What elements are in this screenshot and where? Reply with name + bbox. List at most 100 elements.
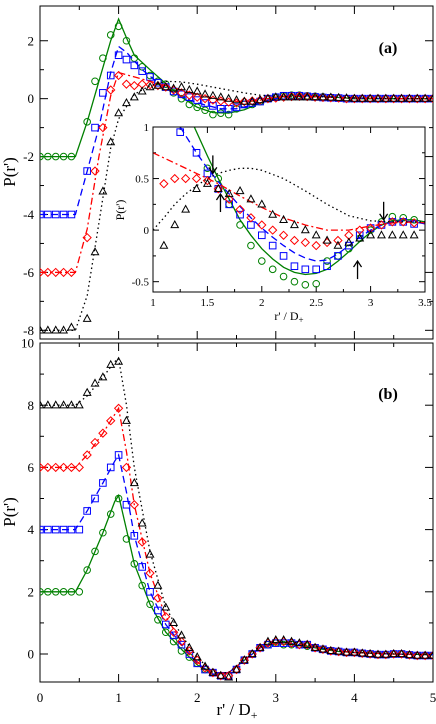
panel-a-series-1-marker <box>193 96 201 104</box>
panel-a-series-1-marker <box>99 89 107 97</box>
inset-series-2-marker <box>268 225 278 235</box>
panel-a-series-0-marker <box>44 152 52 161</box>
inset-series-3-marker <box>159 240 169 249</box>
panel-a-series-2-marker <box>396 93 407 104</box>
panel-a-series-2-marker <box>428 93 433 104</box>
panel-b-series-2-marker <box>389 649 399 659</box>
inset-series-2-marker <box>289 235 300 246</box>
inset-series-2-marker <box>376 220 387 230</box>
panel-a-series-3-marker <box>98 186 108 195</box>
panel-a-series-1-marker <box>91 123 99 132</box>
panel-b-series-2-marker <box>420 650 430 661</box>
panel-a-series-3-marker <box>412 93 422 102</box>
inset-series-0-marker <box>301 280 310 289</box>
panel-a-series-2-marker <box>106 85 116 95</box>
panel-b-series-3-marker <box>373 649 383 658</box>
panel-a-series-3-marker <box>255 95 265 104</box>
panel-a-series-1-marker <box>177 90 186 99</box>
panel-b-series-1-marker <box>40 525 44 534</box>
panel-a-series-3-marker <box>232 95 241 104</box>
panel-b-series-3-marker <box>247 649 257 658</box>
panel-a-series-3-marker <box>334 92 344 101</box>
panel-a-series-2-marker <box>255 95 265 105</box>
inset-series-1-marker <box>290 262 299 271</box>
panel-b-series-3-marker <box>389 649 399 658</box>
inset-series-1-marker <box>301 265 310 274</box>
panel-a-ytick-label: -4 <box>23 207 34 222</box>
panel-b-series-2-marker <box>326 646 336 656</box>
panel-b-series-0-marker <box>114 494 123 503</box>
panel-b-series-3-marker <box>279 635 289 644</box>
panel-b-series-3-marker <box>271 635 281 644</box>
panel-a-series-1-marker <box>122 55 131 64</box>
panel-b-series-2-marker <box>90 437 100 448</box>
panel-b-series-3-marker <box>90 378 100 387</box>
panel-b-series-2-marker <box>349 647 360 658</box>
panel-b-ytick-label: 0 <box>28 647 35 662</box>
panel-b-series-3-marker <box>177 630 186 639</box>
panel-b-series-3-marker <box>224 672 234 681</box>
panel-b-series-3-marker <box>302 639 312 648</box>
panel-a-label: (a) <box>379 40 398 57</box>
inset-series-2-marker <box>213 184 223 194</box>
panel-b-series-3-marker <box>114 356 124 365</box>
inset-xlabel: r' / D+ <box>274 309 303 325</box>
inset-ytick-label: 0 <box>144 225 150 237</box>
panel-b-series-3-marker <box>404 649 414 659</box>
panel-b-series-3-marker <box>208 667 218 676</box>
panel-b-series-3-marker <box>357 648 367 657</box>
inset-frame <box>152 126 426 293</box>
panel-b-series-3-line <box>40 357 433 674</box>
panel-a-series-3-marker <box>389 93 399 102</box>
panel-b-series-1-line <box>40 453 433 675</box>
inset-arrow-head <box>208 167 218 175</box>
panel-a-series-2-marker <box>51 267 61 278</box>
panel-a-series-3-marker <box>397 93 407 102</box>
panel-b-series-1-marker <box>51 525 60 534</box>
panel-b-series-2-marker <box>40 462 45 473</box>
panel-a-series-2-marker <box>40 267 45 278</box>
panel-a-series-3-marker <box>349 93 359 102</box>
panel-b-series-3-marker <box>381 649 391 658</box>
inset-xlabel-sub: + <box>299 315 304 325</box>
panel-a-series-1-marker <box>209 102 217 110</box>
panel-a-series-2-marker <box>420 93 430 104</box>
inset-series-3-marker <box>268 209 278 218</box>
panel-a-series-3-marker <box>294 92 304 101</box>
panel-b-series-3-marker <box>294 638 304 647</box>
panel-a-series-2-marker <box>278 92 289 102</box>
inset-series-1-marker <box>225 200 233 209</box>
panel-a-series-3-marker <box>192 86 202 95</box>
inset-series-0-marker <box>236 221 244 229</box>
inset-series-2-marker <box>202 175 213 186</box>
panel-b-series-2-marker <box>208 668 218 678</box>
panel-b-xtick-label: 4 <box>351 690 358 705</box>
panel-a-series-2-marker <box>318 92 328 103</box>
panel-b-series-1-marker <box>114 451 123 459</box>
panel-b-series-2-marker <box>106 416 116 426</box>
inset-series-3-marker <box>311 230 321 239</box>
inset-arrow <box>353 259 363 280</box>
inset-series-3-marker <box>202 178 212 187</box>
inset-axes: 1 1.5 2 2.5 3 3.5 -0.5 0 0.5 1 <box>132 122 433 309</box>
panel-b-series-3-marker <box>287 636 296 645</box>
inset-series-2-marker <box>224 194 234 204</box>
panel-a-series-3-marker <box>279 92 289 101</box>
inset-arrow-head <box>379 213 389 221</box>
panel-b-series-0-marker <box>75 588 84 596</box>
panel-b-xtick-label: 0 <box>37 690 44 705</box>
panel-b-series-2-marker <box>51 462 61 473</box>
panel-b-xtick-label: 1 <box>115 690 122 705</box>
inset-background <box>153 127 425 292</box>
inset-series-1-marker <box>323 262 331 271</box>
panel-a-series-2-marker <box>247 96 257 106</box>
panel-b-axes: 0 1 2 3 4 5 0 2 4 6 8 10 <box>21 336 436 705</box>
panel-a-series-3-marker <box>404 93 414 102</box>
panel-a-series-2-marker <box>113 70 124 81</box>
panel-b-series-3-marker <box>184 642 194 651</box>
inset-xlabel-main: r' / D <box>274 309 298 323</box>
panel-b-series-2-line <box>40 406 433 675</box>
panel-a-ytick-label: -8 <box>23 323 34 338</box>
panel-a-series-3-marker <box>51 325 61 334</box>
panel-a-series-3-marker <box>271 92 281 101</box>
